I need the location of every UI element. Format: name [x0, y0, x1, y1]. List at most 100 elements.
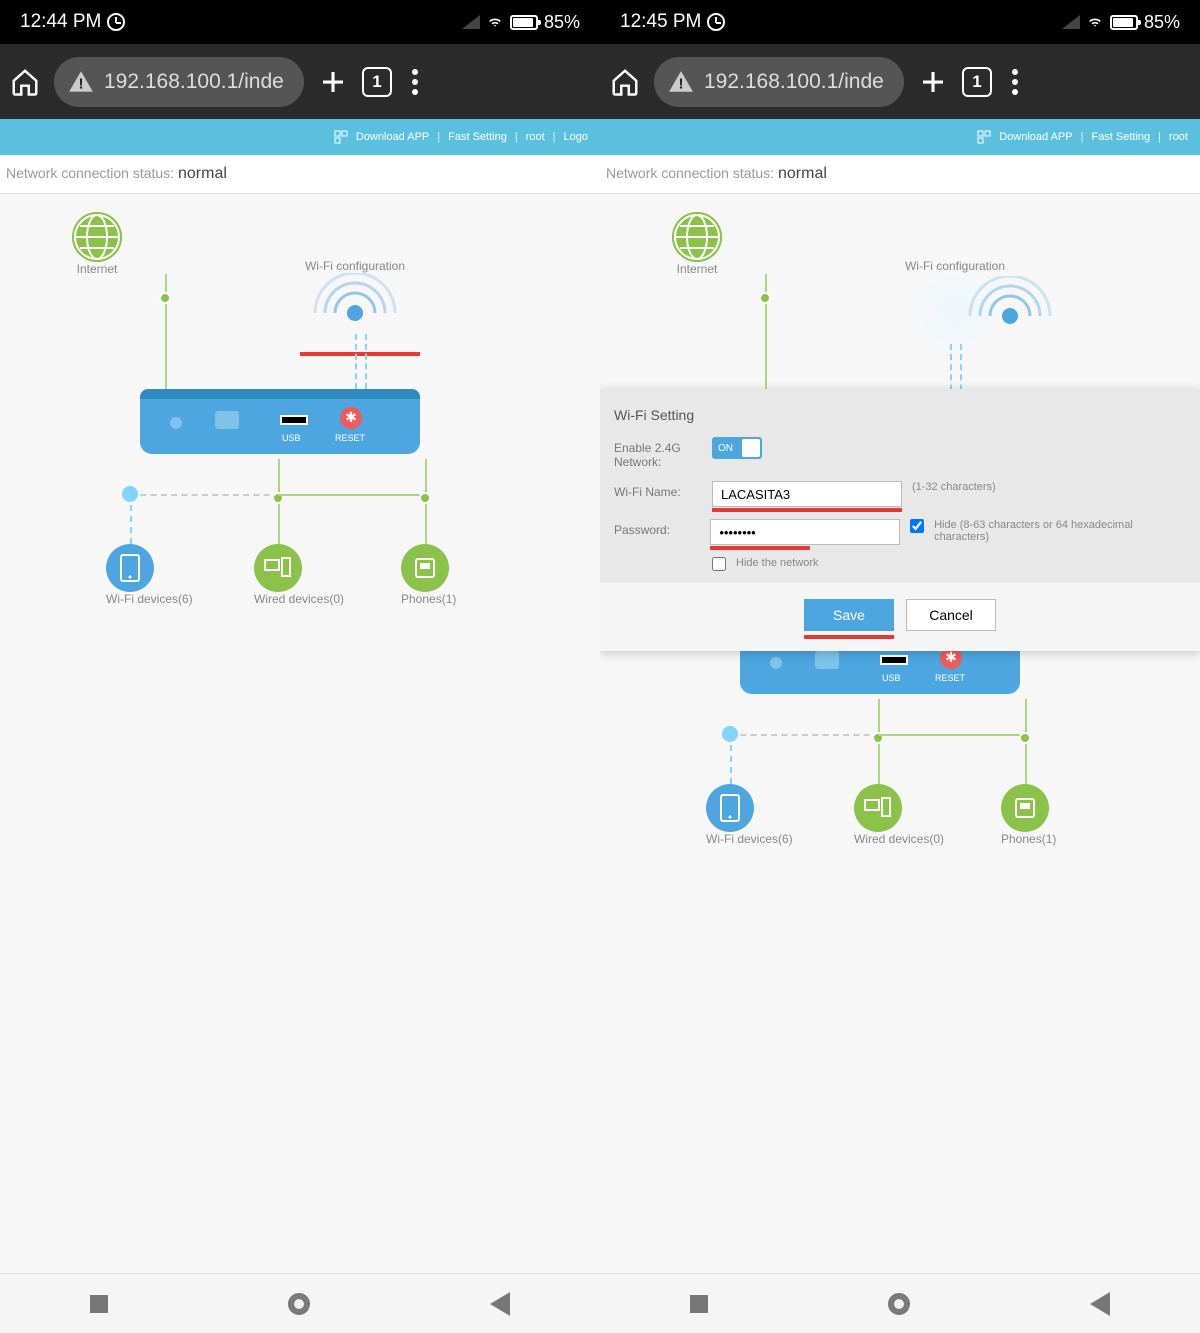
home-button[interactable]: [288, 1293, 310, 1315]
battery-icon: [510, 15, 538, 30]
wired-devices-label: Wired devices(0): [854, 832, 944, 846]
screen-right: 12:45 PM 85% ! 192.168.100.1/inde 1 Down…: [600, 0, 1200, 1333]
wifi-devices-label: Wi-Fi devices(6): [106, 592, 193, 606]
screen-left: 12:44 PM 85% ! 192.168.100.1/inde 1 Down…: [0, 0, 600, 1333]
qr-icon: [977, 130, 991, 144]
wifi-name-hint: (1-32 characters): [912, 481, 996, 493]
password-input[interactable]: [710, 519, 900, 545]
annotation-underline: [712, 508, 902, 512]
wifi-icon: [1086, 15, 1104, 29]
wired-devices-icon[interactable]: [854, 784, 902, 832]
tabs-icon[interactable]: 1: [362, 67, 392, 97]
wifi-small-icon: [122, 486, 138, 502]
home-button[interactable]: [888, 1293, 910, 1315]
alarm-icon: [107, 13, 125, 31]
internet-label: Internet: [72, 262, 122, 276]
insecure-icon: !: [68, 69, 94, 95]
url-bar[interactable]: ! 192.168.100.1/inde: [654, 57, 904, 107]
download-app-link[interactable]: Download APP: [999, 131, 1072, 143]
phones-icon[interactable]: [1001, 784, 1049, 832]
wired-devices-label: Wired devices(0): [254, 592, 344, 606]
page-header: Download APP| Fast Setting| root| Logo: [0, 119, 600, 155]
wifi-devices-icon[interactable]: [706, 784, 754, 832]
new-tab-icon[interactable]: [918, 67, 948, 97]
annotation-underline: [300, 352, 420, 356]
wifi-config-label: Wi-Fi configuration: [900, 259, 1010, 273]
save-button[interactable]: Save: [804, 599, 894, 631]
browser-bar: ! 192.168.100.1/inde 1: [600, 44, 1200, 119]
battery-text: 85%: [1144, 12, 1180, 33]
annotation-underline: [710, 546, 810, 550]
internet-icon[interactable]: [672, 212, 722, 262]
recent-apps-button[interactable]: [690, 1295, 708, 1313]
phones-label: Phones(1): [1001, 832, 1056, 846]
clock-text: 12:44 PM: [20, 11, 101, 33]
phones-icon[interactable]: [401, 544, 449, 592]
tabs-icon[interactable]: 1: [962, 67, 992, 97]
qr-icon: [334, 130, 348, 144]
topology: Internet Wi-Fi configuration Wi-Fi Setti…: [600, 194, 1200, 1273]
hide-password-checkbox[interactable]: [910, 519, 924, 533]
connection-status: Network connection status: normal: [600, 155, 1200, 194]
wifi-name-input[interactable]: [712, 481, 902, 507]
wifi-name-label: Wi-Fi Name:: [614, 481, 702, 499]
nav-bar: [600, 1273, 1200, 1333]
cell-signal-icon: [1062, 15, 1080, 29]
svg-text:!: !: [678, 75, 683, 92]
wired-devices-icon[interactable]: [254, 544, 302, 592]
svg-text:!: !: [78, 75, 83, 92]
url-text: 192.168.100.1/inde: [104, 70, 284, 94]
insecure-icon: !: [668, 69, 694, 95]
fast-setting-link[interactable]: Fast Setting: [1091, 131, 1150, 143]
home-icon[interactable]: [610, 67, 640, 97]
battery-icon: [1110, 15, 1138, 30]
alarm-icon: [707, 13, 725, 31]
menu-icon[interactable]: [406, 69, 424, 95]
download-app-link[interactable]: Download APP: [356, 131, 429, 143]
wifi-config-label: Wi-Fi configuration: [300, 259, 410, 273]
cancel-button[interactable]: Cancel: [906, 599, 996, 631]
connection-status: Network connection status: normal: [0, 155, 600, 194]
wifi-config-icon[interactable]: [300, 273, 410, 343]
enable-label: Enable 2.4G Network:: [614, 437, 702, 469]
topology: Internet Wi-Fi configuration USB ✱ RESET: [0, 194, 600, 1273]
hide-network-label: Hide the network: [736, 557, 819, 569]
page-header: Download APP| Fast Setting| root: [600, 119, 1200, 155]
wifi-setting-dialog: Wi-Fi Setting Enable 2.4G Network: ON Wi…: [600, 389, 1200, 651]
wifi-small-icon: [722, 726, 738, 742]
nav-bar: [0, 1273, 600, 1333]
browser-bar: ! 192.168.100.1/inde 1: [0, 44, 600, 119]
enable-toggle[interactable]: ON: [712, 437, 762, 459]
menu-icon[interactable]: [1006, 69, 1024, 95]
url-text: 192.168.100.1/inde: [704, 70, 884, 94]
dialog-title: Wi-Fi Setting: [614, 407, 1186, 423]
wifi-icon: [486, 15, 504, 29]
logo-link[interactable]: Logo: [564, 131, 588, 143]
internet-label: Internet: [672, 262, 722, 276]
back-button[interactable]: [1090, 1292, 1110, 1316]
back-button[interactable]: [490, 1292, 510, 1316]
user-link[interactable]: root: [526, 131, 545, 143]
url-bar[interactable]: ! 192.168.100.1/inde: [54, 57, 304, 107]
user-link[interactable]: root: [1169, 131, 1188, 143]
battery-text: 85%: [544, 12, 580, 33]
status-bar: 12:45 PM 85%: [600, 0, 1200, 44]
hide-network-checkbox[interactable]: [712, 557, 726, 571]
password-label: Password:: [614, 519, 700, 537]
wifi-devices-label: Wi-Fi devices(6): [706, 832, 793, 846]
recent-apps-button[interactable]: [90, 1295, 108, 1313]
annotation-underline: [804, 635, 894, 639]
fast-setting-link[interactable]: Fast Setting: [448, 131, 507, 143]
svg-text:✱: ✱: [945, 649, 957, 665]
clock-text: 12:45 PM: [620, 11, 701, 33]
phones-label: Phones(1): [401, 592, 456, 606]
internet-icon[interactable]: [72, 212, 122, 262]
status-bar: 12:44 PM 85%: [0, 0, 600, 44]
svg-text:✱: ✱: [345, 409, 357, 425]
router-icon[interactable]: USB ✱ RESET: [140, 389, 420, 454]
cell-signal-icon: [462, 15, 480, 29]
home-icon[interactable]: [10, 67, 40, 97]
wifi-devices-icon[interactable]: [106, 544, 154, 592]
wifi-config-icon[interactable]: [955, 276, 1065, 346]
new-tab-icon[interactable]: [318, 67, 348, 97]
